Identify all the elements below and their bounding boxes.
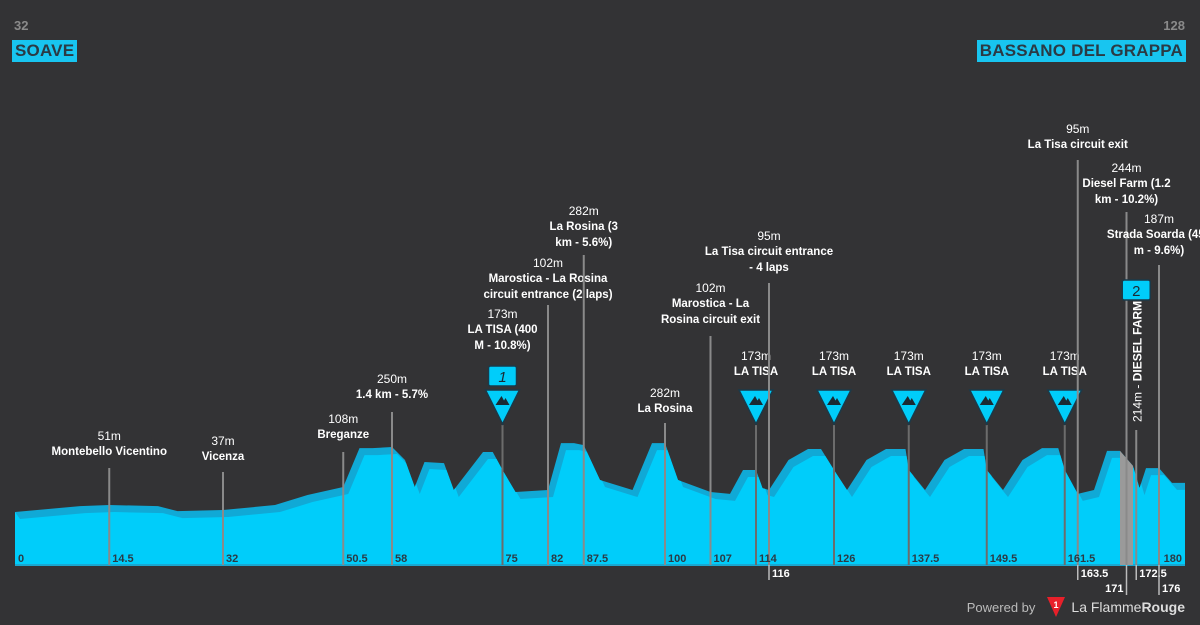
powered-by-label: Powered by bbox=[966, 599, 1036, 615]
waypoint-name: Breganze bbox=[317, 429, 369, 441]
waypoint-name: LA TISA bbox=[1043, 366, 1087, 378]
waypoint-name: La Tisa circuit exit bbox=[1028, 139, 1128, 151]
waypoint-name: LA TISA bbox=[734, 366, 778, 378]
km-tick-label: 87.5 bbox=[587, 553, 608, 565]
start-km-label: 32 bbox=[14, 18, 29, 33]
waypoint-name: Rosina circuit exit bbox=[661, 314, 760, 326]
waypoint-name: La Tisa circuit entrance bbox=[705, 246, 833, 258]
mountain-icon bbox=[833, 398, 841, 405]
mountain-icon bbox=[1063, 398, 1072, 405]
km-tick-label: 161.5 bbox=[1068, 553, 1096, 565]
mountain-icon bbox=[907, 398, 916, 405]
waypoint-elevation: 102m bbox=[533, 256, 563, 270]
waypoint-name: m - 9.6%) bbox=[1134, 245, 1185, 257]
km-tick-label: 137.5 bbox=[912, 553, 940, 565]
km-tick-label-below: 163.5 bbox=[1081, 568, 1109, 580]
kom-category-badge bbox=[1121, 279, 1151, 301]
flamme-rouge-logo-icon: 1 bbox=[1047, 597, 1066, 617]
waypoint-elevation: 173m bbox=[487, 307, 517, 321]
waypoint-name: LA TISA bbox=[887, 366, 931, 378]
kom-category-badge bbox=[487, 365, 518, 387]
waypoint-name: La Rosina (3 bbox=[550, 221, 618, 233]
kom-triangle-icon bbox=[968, 389, 1005, 426]
waypoint-name: circuit entrance (2 laps) bbox=[483, 289, 612, 301]
km-tick-label: 82 bbox=[551, 553, 563, 565]
waypoint-elevation: 244m bbox=[1111, 161, 1141, 175]
finish-km-label: 128 bbox=[1163, 18, 1185, 33]
waypoint-name: - 4 laps bbox=[749, 262, 789, 274]
waypoint-name: LA TISA bbox=[965, 366, 1009, 378]
waypoint-elevation: 187m bbox=[1144, 212, 1174, 226]
km-tick-label: 0 bbox=[18, 553, 24, 565]
waypoint-name: 1.4 km - 5.7% bbox=[356, 389, 428, 401]
kom-category-number: 2 bbox=[1132, 283, 1140, 300]
svg-text:1: 1 bbox=[1054, 600, 1059, 610]
waypoint-name: km - 5.6%) bbox=[555, 237, 612, 249]
kom-triangle-icon bbox=[815, 389, 853, 426]
kom-triangle-icon bbox=[890, 389, 927, 426]
waypoint-name: Vicenza bbox=[202, 451, 245, 463]
waypoint-name: Montebello Vicentino bbox=[52, 446, 167, 458]
brand-name: La FlammeRouge bbox=[1071, 599, 1185, 615]
km-tick-label: 32 bbox=[226, 553, 238, 565]
km-tick-label: 100 bbox=[668, 553, 686, 565]
waypoint-name: M - 10.8%) bbox=[474, 340, 530, 352]
kom-triangle-icon bbox=[1046, 389, 1083, 426]
mountain-icon bbox=[985, 398, 994, 405]
km-tick-label-below: 171 bbox=[1105, 583, 1123, 595]
finish-city-label: BASSANO DEL GRAPPA bbox=[976, 40, 1186, 62]
km-tick-label-below: 172.5 bbox=[1139, 568, 1167, 580]
waypoint-rotated-label: 214m - DIESEL FARM bbox=[1130, 301, 1144, 422]
km-tick-label: 58 bbox=[395, 553, 407, 565]
waypoint-name: LA TISA bbox=[812, 366, 856, 378]
kom-triangle-icon bbox=[484, 389, 521, 426]
start-city-label: SOAVE bbox=[12, 40, 78, 62]
km-tick-label-below: 116 bbox=[772, 568, 790, 580]
waypoint-elevation: 102m bbox=[695, 281, 725, 295]
waypoint-name: Diesel Farm (1.2 bbox=[1082, 178, 1170, 190]
waypoint-elevation: 173m bbox=[894, 349, 924, 363]
waypoint-name: km - 10.2%) bbox=[1095, 194, 1158, 206]
waypoint-elevation: 173m bbox=[741, 349, 771, 363]
km-tick-label: 126 bbox=[837, 553, 855, 565]
waypoint-name: LA TISA (400 bbox=[467, 324, 537, 336]
km-tick-label: 50.5 bbox=[346, 553, 367, 565]
waypoint-elevation: 173m bbox=[1050, 349, 1080, 363]
waypoint-name: Strada Soarda (450 bbox=[1107, 229, 1200, 241]
waypoint-elevation: 95m bbox=[757, 229, 780, 243]
km-tick-label: 114 bbox=[759, 553, 778, 565]
waypoint-elevation: 173m bbox=[972, 349, 1002, 363]
waypoint-name: La Rosina bbox=[638, 403, 694, 415]
waypoint-elevation: 51m bbox=[98, 429, 121, 443]
km-tick-label: 107 bbox=[714, 553, 732, 565]
waypoint-elevation: 282m bbox=[569, 204, 599, 218]
kom-triangle-icon bbox=[737, 389, 775, 426]
waypoint-elevation: 37m bbox=[211, 434, 234, 448]
waypoint-name: Marostica - La Rosina bbox=[489, 273, 608, 285]
kom-category-number: 1 bbox=[498, 369, 506, 386]
km-tick-label: 149.5 bbox=[990, 553, 1018, 565]
km-tick-label-below: 176 bbox=[1162, 583, 1180, 595]
waypoint-elevation: 173m bbox=[819, 349, 849, 363]
km-tick-label: 180 bbox=[1164, 553, 1182, 565]
waypoint-elevation: 282m bbox=[650, 386, 680, 400]
waypoint-elevation: 250m bbox=[377, 372, 407, 386]
km-tick-label: 75 bbox=[506, 553, 518, 565]
footer: Powered by 1 La FlammeRouge bbox=[967, 597, 1185, 617]
profile-area bbox=[15, 450, 1185, 565]
mountain-icon bbox=[755, 398, 763, 405]
km-tick-label: 14.5 bbox=[112, 553, 133, 565]
waypoint-elevation: 95m bbox=[1066, 122, 1089, 136]
waypoint-name: Marostica - La bbox=[672, 298, 750, 310]
mountain-icon bbox=[501, 398, 510, 405]
waypoint-elevation: 108m bbox=[328, 412, 358, 426]
